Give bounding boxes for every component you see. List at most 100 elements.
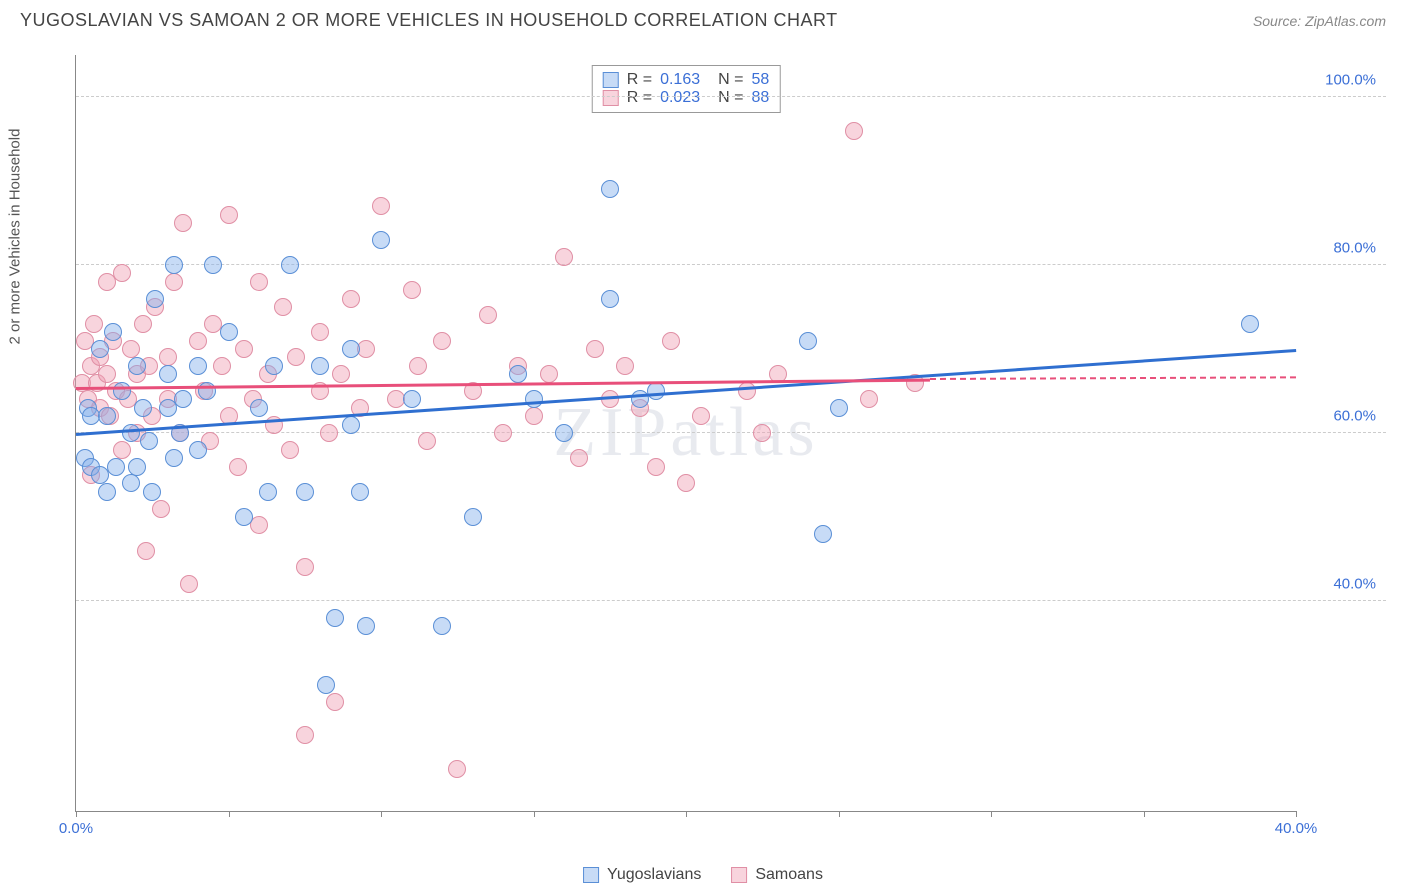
scatter-point [274, 298, 292, 316]
scatter-point [229, 458, 247, 476]
scatter-point [326, 693, 344, 711]
scatter-point [448, 760, 466, 778]
scatter-point [555, 248, 573, 266]
scatter-point [647, 458, 665, 476]
scatter-point [134, 315, 152, 333]
scatter-point [311, 323, 329, 341]
r-value-2: 0.023 [660, 89, 700, 107]
legend-label-2: Samoans [755, 866, 823, 884]
scatter-point [692, 407, 710, 425]
scatter-point [570, 449, 588, 467]
scatter-point [122, 340, 140, 358]
x-tick-mark [991, 811, 992, 817]
scatter-point [165, 273, 183, 291]
scatter-point [616, 357, 634, 375]
gridline-h [76, 600, 1386, 601]
chart-title: YUGOSLAVIAN VS SAMOAN 2 OR MORE VEHICLES… [20, 10, 838, 31]
r-label: R = [627, 89, 652, 107]
scatter-point [342, 416, 360, 434]
scatter-point [814, 525, 832, 543]
scatter-point [433, 332, 451, 350]
scatter-point [1241, 315, 1259, 333]
scatter-point [140, 432, 158, 450]
watermark: ZIPatlas [553, 393, 818, 473]
scatter-point [113, 441, 131, 459]
scatter-point [677, 474, 695, 492]
x-tick-mark [229, 811, 230, 817]
scatter-point [204, 256, 222, 274]
source-label: Source: ZipAtlas.com [1253, 13, 1386, 29]
scatter-point [174, 390, 192, 408]
y-tick-label: 80.0% [1306, 240, 1376, 257]
y-tick-label: 100.0% [1306, 72, 1376, 89]
scatter-point [403, 281, 421, 299]
x-tick-label: 0.0% [59, 820, 93, 837]
scatter-point [433, 617, 451, 635]
x-tick-label: 40.0% [1275, 820, 1318, 837]
scatter-point [418, 432, 436, 450]
scatter-point [372, 197, 390, 215]
scatter-point [403, 390, 421, 408]
scatter-point [662, 332, 680, 350]
scatter-point [464, 508, 482, 526]
scatter-point [213, 357, 231, 375]
scatter-point [326, 609, 344, 627]
scatter-point [220, 323, 238, 341]
scatter-point [601, 180, 619, 198]
scatter-point [320, 424, 338, 442]
bottom-legend: Yugoslavians Samoans [583, 866, 823, 884]
x-tick-mark [686, 811, 687, 817]
scatter-point [296, 483, 314, 501]
scatter-point [235, 508, 253, 526]
scatter-point [91, 340, 109, 358]
scatter-point [860, 390, 878, 408]
scatter-point [753, 424, 771, 442]
scatter-point [265, 357, 283, 375]
scatter-point [98, 483, 116, 501]
scatter-point [159, 365, 177, 383]
scatter-point [317, 676, 335, 694]
scatter-point [845, 122, 863, 140]
scatter-point [357, 617, 375, 635]
scatter-point [332, 365, 350, 383]
scatter-point [189, 332, 207, 350]
x-tick-mark [381, 811, 382, 817]
y-tick-label: 60.0% [1306, 408, 1376, 425]
scatter-point [189, 441, 207, 459]
swatch-series-2 [603, 90, 619, 106]
scatter-point [122, 424, 140, 442]
scatter-point [189, 357, 207, 375]
scatter-point [128, 357, 146, 375]
plot-area: ZIPatlas R = 0.163 N = 58 R = 0.023 N = … [75, 55, 1296, 812]
y-tick-label: 40.0% [1306, 576, 1376, 593]
legend-item-1: Yugoslavians [583, 866, 701, 884]
scatter-point [601, 290, 619, 308]
scatter-point [250, 516, 268, 534]
scatter-point [134, 399, 152, 417]
stat-row-1: R = 0.163 N = 58 [603, 71, 770, 89]
scatter-point [98, 365, 116, 383]
scatter-point [113, 382, 131, 400]
scatter-point [342, 340, 360, 358]
scatter-point [107, 458, 125, 476]
scatter-point [122, 474, 140, 492]
scatter-point [137, 542, 155, 560]
y-axis-label: 2 or more Vehicles in Household [7, 128, 24, 344]
x-tick-mark [76, 811, 77, 817]
scatter-point [555, 424, 573, 442]
scatter-point [799, 332, 817, 350]
scatter-point [165, 256, 183, 274]
scatter-point [372, 231, 390, 249]
scatter-point [281, 441, 299, 459]
chart-container: 2 or more Vehicles in Household ZIPatlas… [20, 45, 1386, 842]
gridline-h [76, 264, 1386, 265]
scatter-point [165, 449, 183, 467]
scatter-point [311, 357, 329, 375]
x-tick-mark [1144, 811, 1145, 817]
swatch-series-1 [603, 72, 619, 88]
x-tick-mark [1296, 811, 1297, 817]
scatter-point [250, 273, 268, 291]
scatter-point [104, 323, 122, 341]
scatter-point [351, 483, 369, 501]
scatter-point [98, 407, 116, 425]
